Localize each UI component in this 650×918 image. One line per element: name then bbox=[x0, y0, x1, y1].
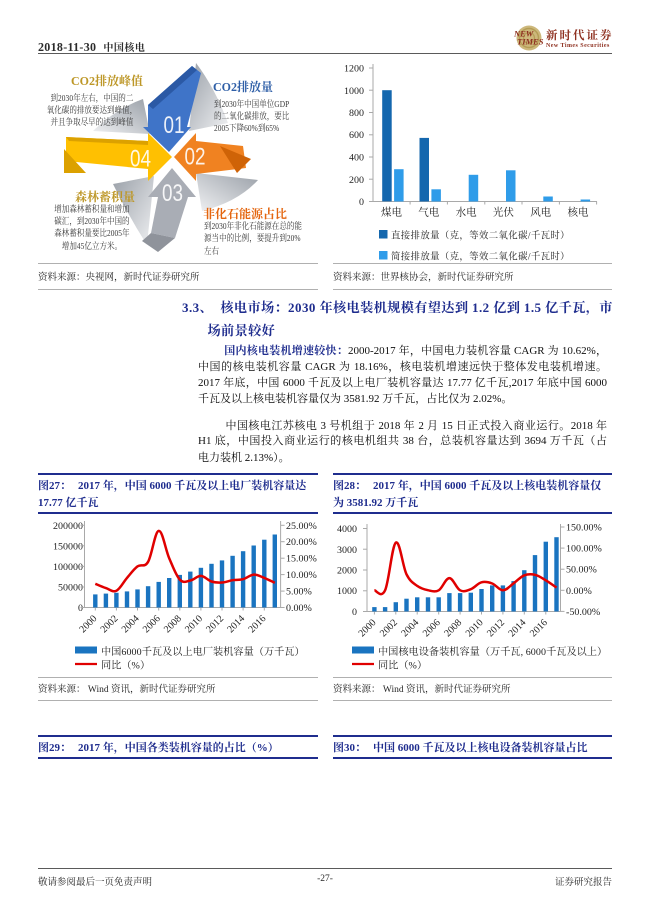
svg-text:02: 02 bbox=[185, 144, 206, 171]
svg-text:2012: 2012 bbox=[204, 613, 226, 635]
svg-text:TIMES: TIMES bbox=[517, 37, 544, 47]
svg-text:2004: 2004 bbox=[399, 617, 421, 639]
svg-text:中国核电设备装机容量（万千瓦, 6000千瓦及以上）: 中国核电设备装机容量（万千瓦, 6000千瓦及以上） bbox=[378, 645, 607, 658]
svg-text:2000: 2000 bbox=[78, 613, 100, 635]
svg-text:01: 01 bbox=[164, 112, 185, 139]
svg-text:600: 600 bbox=[349, 130, 364, 141]
svg-text:10.00%: 10.00% bbox=[286, 570, 317, 581]
svg-text:简接排放量（克，等效二氧化碳/千瓦时）: 简接排放量（克，等效二氧化碳/千瓦时） bbox=[391, 251, 570, 263]
svg-text:2000: 2000 bbox=[337, 566, 357, 577]
svg-text:中国6000千瓦及以上电厂装机容量（万千瓦）: 中国6000千瓦及以上电厂装机容量（万千瓦） bbox=[101, 645, 305, 658]
svg-text:1000: 1000 bbox=[344, 86, 364, 97]
svg-text:2006: 2006 bbox=[141, 613, 163, 635]
svg-text:1200: 1200 bbox=[344, 64, 364, 75]
svg-text:煤电: 煤电 bbox=[381, 206, 402, 219]
svg-text:04: 04 bbox=[130, 146, 151, 173]
svg-text:800: 800 bbox=[349, 108, 364, 119]
svg-text:03: 03 bbox=[162, 180, 183, 207]
svg-text:水电: 水电 bbox=[456, 206, 477, 219]
svg-text:2016: 2016 bbox=[528, 617, 550, 639]
svg-text:2000: 2000 bbox=[357, 617, 379, 639]
svg-text:150000: 150000 bbox=[53, 541, 83, 552]
svg-text:15.00%: 15.00% bbox=[286, 554, 317, 565]
svg-text:2008: 2008 bbox=[442, 617, 464, 639]
svg-text:同比（%）: 同比（%） bbox=[378, 659, 427, 672]
svg-text:2006: 2006 bbox=[421, 617, 443, 639]
svg-text:100000: 100000 bbox=[53, 562, 83, 573]
svg-text:0: 0 bbox=[78, 603, 83, 614]
svg-text:2016: 2016 bbox=[247, 613, 269, 635]
svg-text:同比（%）: 同比（%） bbox=[101, 659, 150, 672]
svg-text:直接排放量（克，等效二氧化碳/千瓦时）: 直接排放量（克，等效二氧化碳/千瓦时） bbox=[391, 230, 570, 242]
svg-text:25.00%: 25.00% bbox=[286, 521, 317, 532]
svg-text:2010: 2010 bbox=[183, 613, 205, 635]
svg-text:2010: 2010 bbox=[464, 617, 486, 639]
svg-text:2002: 2002 bbox=[99, 613, 121, 635]
svg-text:200: 200 bbox=[349, 175, 364, 186]
svg-text:400: 400 bbox=[349, 153, 364, 164]
svg-text:风电: 风电 bbox=[530, 206, 551, 219]
svg-text:100.00%: 100.00% bbox=[566, 544, 602, 555]
svg-text:2008: 2008 bbox=[162, 613, 184, 635]
svg-text:0: 0 bbox=[359, 197, 364, 208]
svg-text:3000: 3000 bbox=[337, 545, 357, 556]
svg-text:5.00%: 5.00% bbox=[286, 587, 312, 598]
svg-text:0.00%: 0.00% bbox=[286, 603, 312, 614]
svg-text:0.00%: 0.00% bbox=[566, 586, 592, 597]
svg-text:2012: 2012 bbox=[485, 617, 507, 639]
svg-text:2014: 2014 bbox=[507, 617, 529, 639]
svg-text:核电: 核电 bbox=[568, 206, 589, 219]
svg-text:0: 0 bbox=[352, 607, 357, 618]
svg-text:50000: 50000 bbox=[58, 583, 83, 594]
svg-text:气电: 气电 bbox=[418, 206, 439, 219]
svg-text:200000: 200000 bbox=[53, 521, 83, 532]
svg-text:1000: 1000 bbox=[337, 586, 357, 597]
svg-text:2004: 2004 bbox=[120, 613, 142, 635]
svg-text:20.00%: 20.00% bbox=[286, 537, 317, 548]
svg-text:2014: 2014 bbox=[225, 613, 247, 635]
svg-text:光伏: 光伏 bbox=[493, 206, 514, 219]
svg-text:-50.00%: -50.00% bbox=[566, 607, 600, 618]
svg-text:NEW: NEW bbox=[513, 29, 535, 39]
svg-text:50.00%: 50.00% bbox=[566, 565, 597, 576]
svg-text:2002: 2002 bbox=[378, 617, 400, 639]
svg-text:4000: 4000 bbox=[337, 524, 357, 535]
svg-text:150.00%: 150.00% bbox=[566, 523, 602, 534]
